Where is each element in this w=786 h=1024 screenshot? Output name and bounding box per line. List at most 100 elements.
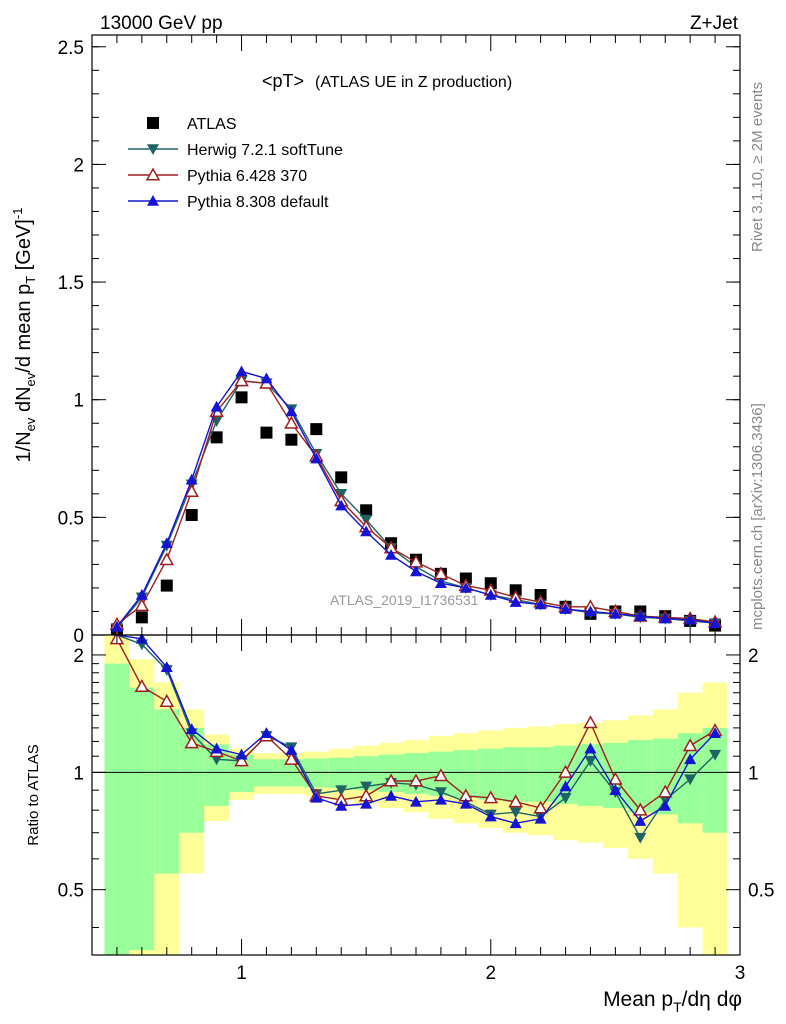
ratio-band-green (503, 747, 529, 802)
main-data-point (335, 471, 348, 484)
ratio-band-green (104, 663, 130, 955)
ratio-data-point (185, 723, 198, 734)
main-ytick-label: 1.5 (58, 273, 84, 294)
ratio-data-point (160, 661, 173, 673)
ratio-xtick-label: 3 (735, 963, 746, 984)
ratio-data-point (410, 795, 422, 807)
ratio-band-green (254, 759, 279, 787)
main-data-point (110, 620, 123, 632)
ratio-data-point (134, 678, 150, 693)
ratio-band-green (627, 740, 653, 813)
ratio-ytick-label-right: 1 (748, 763, 759, 784)
x-axis-label: Mean pT/dη dφ (603, 988, 742, 1015)
ratio-data-point (310, 791, 323, 803)
legend-marker (147, 144, 159, 155)
main-ytick-label: 0.5 (58, 508, 84, 529)
main-series-line (116, 380, 716, 629)
ratio-data-point (260, 727, 273, 738)
main-data-point (385, 549, 398, 560)
main-data-point (360, 504, 373, 517)
main-data-point (235, 365, 248, 377)
legend-label: ATLAS (187, 116, 237, 133)
main-data-point (260, 372, 273, 384)
main-data-point (659, 612, 672, 624)
ratio-series-group (109, 631, 723, 844)
ratio-data-point (335, 785, 348, 797)
main-data-point (160, 579, 173, 592)
x-axis-label-main: Mean p (603, 988, 673, 1011)
ratio-data-point (682, 738, 698, 752)
main-data-point (160, 537, 173, 549)
main-data-point (509, 596, 522, 607)
ratio-band-green (578, 744, 603, 806)
main-data-point (459, 581, 472, 593)
ratio-uncertainty-bands (104, 635, 728, 955)
ratio-data-point (684, 774, 697, 786)
legend-marker (147, 195, 159, 206)
main-data-point (310, 452, 323, 464)
main-ytick-label: 1 (73, 391, 84, 412)
main-data-point (584, 605, 597, 617)
ratio-data-point (184, 735, 199, 749)
legend: ATLAS Herwig 7.2.1 softTune Pythia 6.428 3… (128, 116, 343, 211)
legend-marker (145, 167, 161, 181)
main-data-point (210, 400, 223, 412)
ratio-band-green (154, 709, 180, 874)
ratio-data-point (559, 793, 572, 804)
ratio-data-point (159, 693, 175, 707)
main-data-point (234, 373, 249, 387)
legend-label: Pythia 6.428 370 (187, 168, 307, 185)
ratio-data-point (484, 810, 497, 822)
main-data-point (484, 589, 497, 600)
ratio-data-point (633, 802, 648, 816)
ratio-ytick-label: 2 (73, 646, 84, 667)
ratio-data-point (383, 773, 399, 787)
ratio-data-point (709, 749, 722, 761)
ratio-axis-ticks: 0.5 0.5 1 1 2 2 1 2 3 (58, 635, 774, 984)
legend-marker (147, 117, 159, 129)
ratio-ytick-label-right: 2 (748, 646, 759, 667)
main-data-point (684, 613, 697, 625)
ratio-band-green (129, 687, 155, 951)
ratio-ylabel: Ratio to ATLAS (25, 744, 42, 845)
main-data-point (135, 589, 148, 600)
ratio-data-point (385, 789, 398, 801)
main-ytick-label: 0 (73, 626, 84, 647)
main-data-point (534, 598, 547, 610)
main-data-point (285, 405, 298, 417)
ratio-xtick-label: 1 (236, 963, 247, 984)
main-data-point (335, 499, 348, 511)
main-data-point (134, 598, 150, 612)
ratio-data-point (583, 715, 598, 729)
ratio-band-green (702, 727, 728, 833)
main-panel: 0 0.5 1 1.5 2 2.5 ATLAS_2019_I1736531 <pT> (A… (58, 34, 741, 647)
main-data-point (235, 391, 248, 404)
main-data-point (634, 610, 647, 621)
ratio-data-point (284, 751, 299, 765)
main-data-point (284, 415, 299, 429)
x-axis-label-tail: /dη dφ (682, 988, 742, 1011)
ratio-data-point (434, 787, 447, 799)
main-title: <pT> (ATLAS UE in Z production) (262, 71, 512, 91)
rivet-label: Rivet 3.1.10, ≥ 2M events (749, 82, 766, 252)
main-ytick-label: 2.5 (58, 38, 84, 59)
ratio-ytick-label-right: 0.5 (748, 881, 774, 902)
ratio-data-point (709, 727, 722, 738)
main-data-point (185, 509, 198, 521)
ratio-data-point (584, 742, 597, 754)
main-title-main: <pT> (262, 71, 304, 91)
ratio-panel: 0.5 0.5 1 1 2 2 1 2 3 (58, 631, 774, 984)
ratio-data-point (609, 784, 622, 795)
ratio-band-green (328, 757, 354, 789)
legend-label: Pythia 8.308 default (187, 194, 329, 211)
ratio-data-point (509, 807, 522, 819)
ratio-data-point (659, 799, 672, 811)
ratio-data-point (684, 753, 697, 765)
ratio-data-point (433, 768, 449, 782)
main-data-point (709, 617, 722, 629)
ratio-data-point (408, 773, 424, 787)
ratio-data-point (559, 780, 572, 792)
ratio-data-point (210, 754, 223, 766)
ratio-data-point (657, 784, 673, 798)
svg-text:1/Nev dNev/d mean pT [GeV]-1: 1/Nev dNev/d mean pT [GeV]-1 (10, 208, 38, 463)
